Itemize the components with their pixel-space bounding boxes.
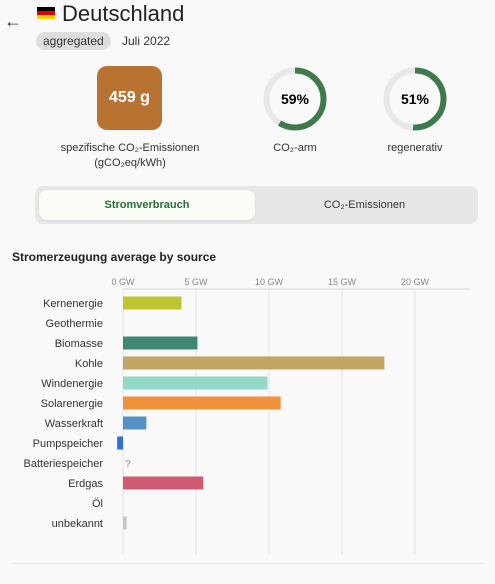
back-button[interactable]: ← xyxy=(4,12,22,30)
category-label: Geothermie xyxy=(46,318,103,330)
renewable-value: 51% xyxy=(401,91,430,107)
x-tick-label: 20 GW xyxy=(401,277,430,287)
category-label: Wasserkraft xyxy=(45,418,103,430)
missing-data-marker: ? xyxy=(125,459,131,470)
production-bar-chart: 0 GW 5 GW 10 GW 15 GW 20 GW Kernenergie Geothe… xyxy=(24,277,470,555)
date-label: Juli 2022 xyxy=(122,34,171,48)
x-tick-label: 10 GW xyxy=(255,277,284,287)
carbon-intensity-box: 459 g xyxy=(97,66,162,130)
bar xyxy=(123,396,281,410)
bar xyxy=(123,376,268,390)
category-label: Batteriespeicher xyxy=(24,458,104,470)
tab-bar: Stromverbrauch CO₂-Emissionen xyxy=(35,186,478,224)
x-tick-label: 5 GW xyxy=(184,277,208,287)
germany-flag-icon xyxy=(37,7,55,19)
x-tick-label: 0 GW xyxy=(111,277,135,287)
intensity-unit-text: (gCO₂eq/kWh) xyxy=(94,157,166,169)
low-carbon-value: 59% xyxy=(281,91,310,107)
bar xyxy=(123,516,127,530)
category-label: Kohle xyxy=(75,358,103,370)
renewable-label: regenerativ xyxy=(387,142,443,154)
low-carbon-label: CO₂-arm xyxy=(273,142,317,154)
carbon-intensity-label: spezifische CO₂-Emissionen (gCO₂eq/kWh) xyxy=(42,141,218,171)
aggregated-badge: aggregated xyxy=(36,32,111,50)
category-label: Windenergie xyxy=(41,378,103,390)
intensity-label-text: spezifische CO₂-Emissionen xyxy=(60,142,200,154)
arrow-left-icon: ← xyxy=(4,11,22,31)
category-label: Solarenergie xyxy=(41,398,103,410)
category-label: Öl xyxy=(92,498,103,510)
category-label: Pumpspeicher xyxy=(33,438,104,450)
category-label: Erdgas xyxy=(68,478,103,490)
low-carbon-ring: 59% xyxy=(262,66,328,137)
chart-title: Stromerzeugung average by source xyxy=(12,250,217,264)
tab-co2-emissionen[interactable]: CO₂-Emissionen xyxy=(323,199,406,211)
bar xyxy=(117,436,123,450)
bar xyxy=(123,356,385,370)
category-label: unbekannt xyxy=(52,518,103,530)
bar xyxy=(123,476,204,490)
tab-stromverbrauch[interactable]: Stromverbrauch xyxy=(39,190,255,220)
category-label: Biomasse xyxy=(55,338,103,350)
bar xyxy=(123,416,147,430)
x-tick-label: 15 GW xyxy=(328,277,357,287)
page-title: Deutschland xyxy=(62,1,185,26)
renewable-ring: 51% xyxy=(382,66,448,137)
bar xyxy=(123,296,182,310)
bar xyxy=(123,336,198,350)
category-label: Kernenergie xyxy=(43,298,103,310)
divider xyxy=(12,563,484,564)
